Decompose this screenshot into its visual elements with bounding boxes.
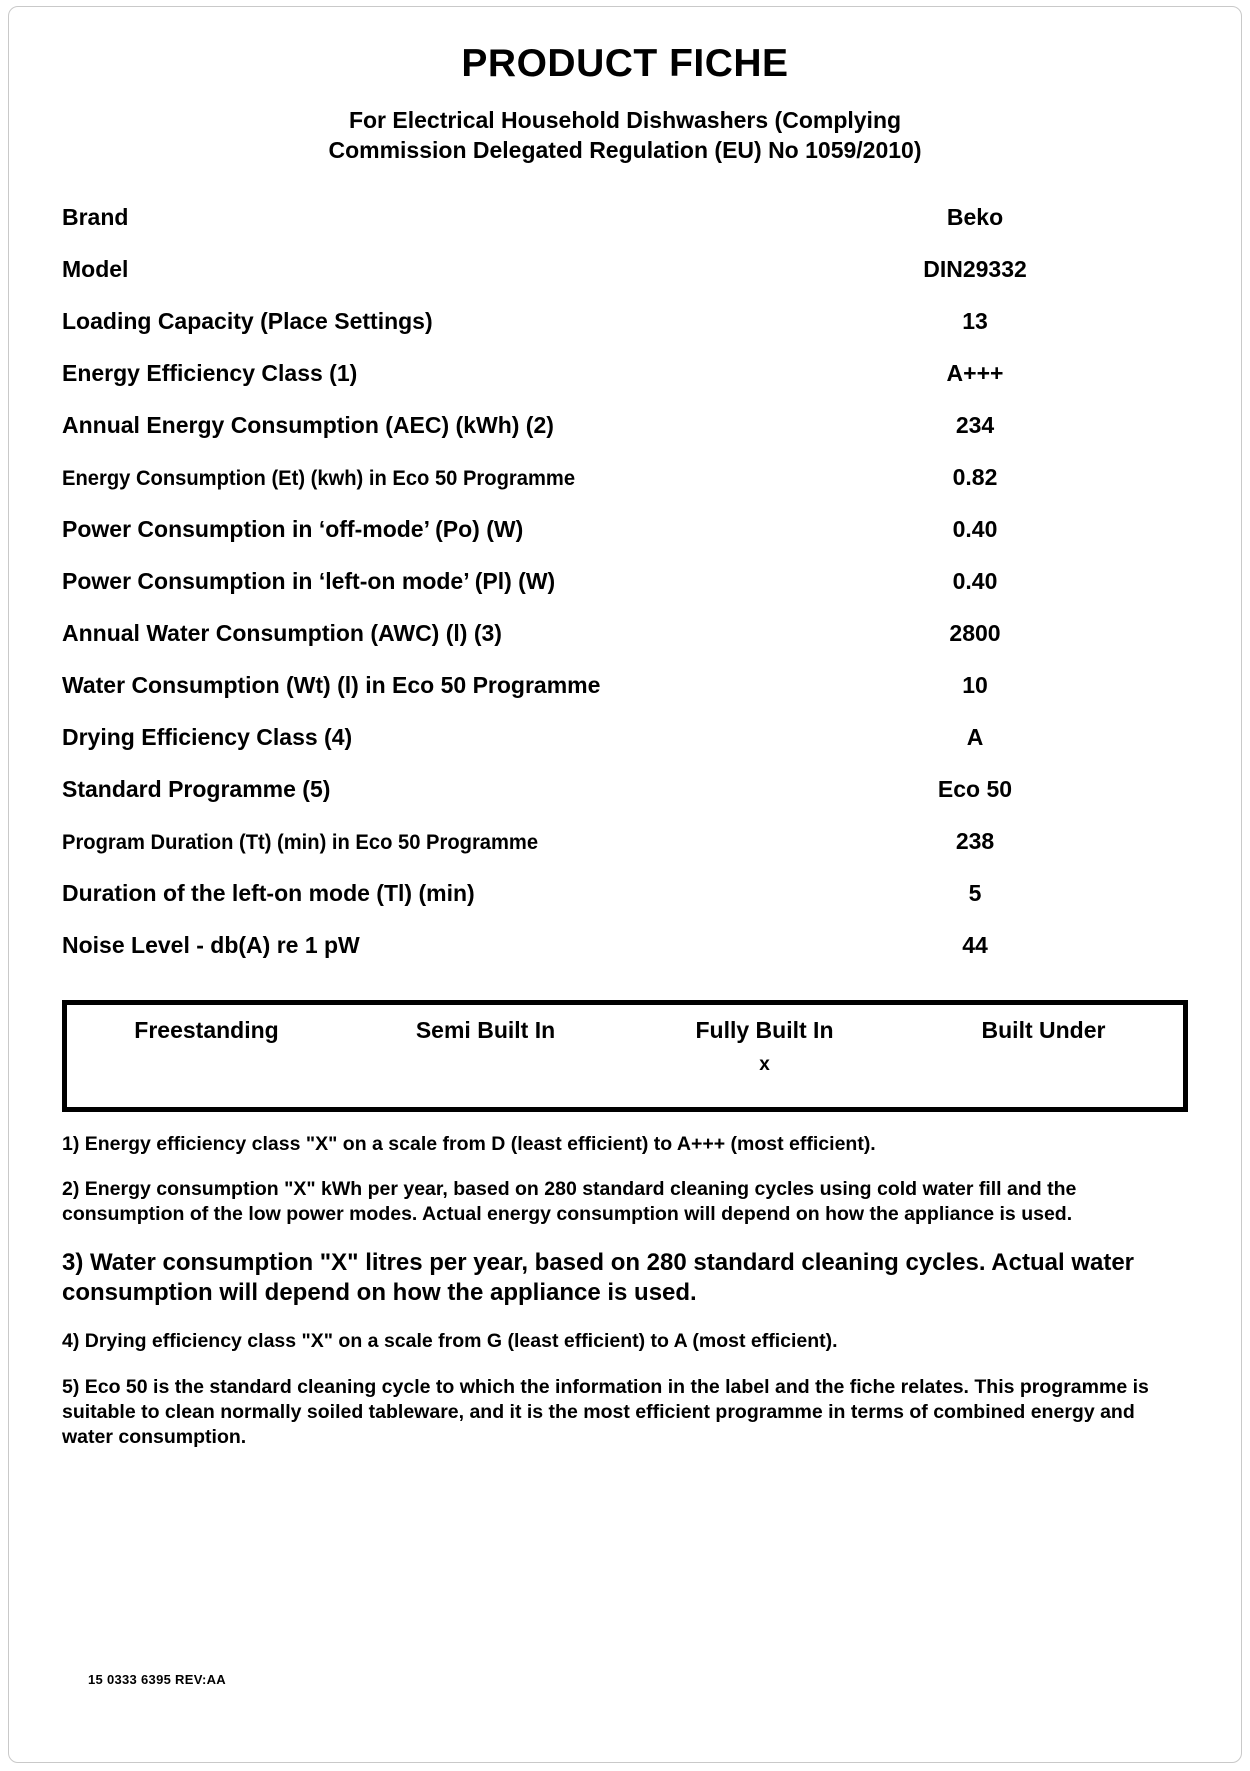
spec-label: Annual Water Consumption (AWC) (l) (3): [62, 619, 502, 646]
spec-row-brand: Brand Beko: [62, 204, 1188, 256]
page-title: PRODUCT FICHE: [461, 42, 789, 85]
spec-label: Program Duration (Tt) (min) in Eco 50 Pr…: [62, 830, 539, 854]
footnotes: 1) Energy efficiency class "X" on a scal…: [62, 1132, 1188, 1451]
installation-option-freestanding: Freestanding: [134, 1016, 279, 1043]
spec-value: 238: [955, 827, 995, 854]
spec-value: 10: [962, 671, 988, 698]
spec-label: Water Consumption (Wt) (l) in Eco 50 Pro…: [62, 671, 601, 698]
subtitle-line-1: For Electrical Household Dishwashers (Co…: [348, 107, 902, 133]
footnote-4: 4) Drying efficiency class "X" on a scal…: [62, 1330, 838, 1353]
spec-label: Model: [62, 255, 129, 282]
page-subtitle: For Electrical Household Dishwashers (Co…: [62, 105, 1188, 166]
installation-option-fully-built-in: Fully Built In: [695, 1016, 834, 1043]
page-content: PRODUCT FICHE For Electrical Household D…: [0, 44, 1250, 1451]
spec-value: 234: [955, 411, 995, 438]
installation-option-built-under: Built Under: [981, 1016, 1106, 1043]
spec-value: 2800: [949, 619, 1001, 646]
spec-label: Annual Energy Consumption (AEC) (kWh) (2…: [62, 411, 554, 438]
spec-row-annual-energy-consumption: Annual Energy Consumption (AEC) (kWh) (2…: [62, 412, 1188, 464]
spec-row-duration-left-on-mode: Duration of the left-on mode (Tl) (min) …: [62, 880, 1188, 932]
spec-label: Brand: [62, 203, 129, 230]
spec-label: Power Consumption in ‘off-mode’ (Po) (W): [62, 515, 524, 542]
spec-label: Duration of the left-on mode (Tl) (min): [62, 879, 475, 906]
spec-value: Eco 50: [937, 775, 1013, 802]
installation-type-box: Freestanding Semi Built In Fully Built I…: [62, 999, 1188, 1112]
spec-label: Loading Capacity (Place Settings): [62, 307, 433, 334]
spec-row-power-consumption-left-on-mode: Power Consumption in ‘left-on mode’ (Pl)…: [62, 568, 1188, 620]
spec-row-loading-capacity: Loading Capacity (Place Settings) 13: [62, 308, 1188, 360]
footnote-3: 3) Water consumption "X" litres per year…: [62, 1248, 1135, 1307]
spec-value: 0.82: [952, 463, 998, 490]
spec-label: Energy Efficiency Class (1): [62, 359, 358, 386]
installation-type-marks: x: [67, 1044, 1183, 1076]
installation-type-headers: Freestanding Semi Built In Fully Built I…: [67, 1005, 1183, 1044]
installation-mark-fully-built-in: x: [759, 1053, 770, 1075]
spec-value: 5: [968, 879, 982, 906]
footnote-5: 5) Eco 50 is the standard cleaning cycle…: [62, 1375, 1149, 1449]
spec-value: A+++: [946, 359, 1004, 386]
spec-row-standard-programme: Standard Programme (5) Eco 50: [62, 776, 1188, 828]
subtitle-line-2: Commission Delegated Regulation (EU) No …: [328, 137, 922, 164]
spec-label: Noise Level - db(A) re 1 pW: [62, 931, 360, 958]
spec-row-drying-efficiency-class: Drying Efficiency Class (4) A: [62, 724, 1188, 776]
installation-option-semi-built-in: Semi Built In: [415, 1016, 556, 1043]
installation-mark-freestanding: [67, 1054, 346, 1076]
specifications-table: Brand Beko Model DIN29332 Loading Capaci…: [62, 204, 1188, 984]
spec-value: 0.40: [952, 567, 998, 594]
spec-row-water-consumption-eco50: Water Consumption (Wt) (l) in Eco 50 Pro…: [62, 672, 1188, 724]
spec-label: Power Consumption in ‘left-on mode’ (Pl)…: [62, 567, 556, 594]
spec-label: Drying Efficiency Class (4): [62, 723, 353, 750]
footnote-1: 1) Energy efficiency class "X" on a scal…: [62, 1132, 876, 1155]
footnote-2: 2) Energy consumption "X" kWh per year, …: [62, 1178, 1077, 1226]
spec-value: Beko: [946, 203, 1004, 230]
installation-mark-semi-built-in: [346, 1054, 625, 1076]
spec-row-energy-efficiency-class: Energy Efficiency Class (1) A+++: [62, 360, 1188, 412]
spec-value: 44: [962, 931, 988, 958]
spec-row-program-duration: Program Duration (Tt) (min) in Eco 50 Pr…: [62, 828, 1188, 880]
spec-value: DIN29332: [923, 255, 1027, 282]
spec-row-energy-consumption-eco50: Energy Consumption (Et) (kwh) in Eco 50 …: [62, 464, 1188, 516]
spec-value: 13: [962, 307, 988, 334]
spec-row-power-consumption-off-mode: Power Consumption in ‘off-mode’ (Po) (W)…: [62, 516, 1188, 568]
spec-label: Energy Consumption (Et) (kwh) in Eco 50 …: [62, 466, 576, 490]
spec-row-annual-water-consumption: Annual Water Consumption (AWC) (l) (3) 2…: [62, 620, 1188, 672]
spec-value: 0.40: [952, 515, 998, 542]
spec-row-noise-level: Noise Level - db(A) re 1 pW 44: [62, 932, 1188, 984]
spec-row-model: Model DIN29332: [62, 256, 1188, 308]
installation-mark-built-under: [904, 1054, 1183, 1076]
document-code: 15 0333 6395 REV:AA: [88, 1672, 226, 1687]
spec-label: Standard Programme (5): [62, 775, 331, 802]
spec-value: A: [966, 723, 984, 750]
